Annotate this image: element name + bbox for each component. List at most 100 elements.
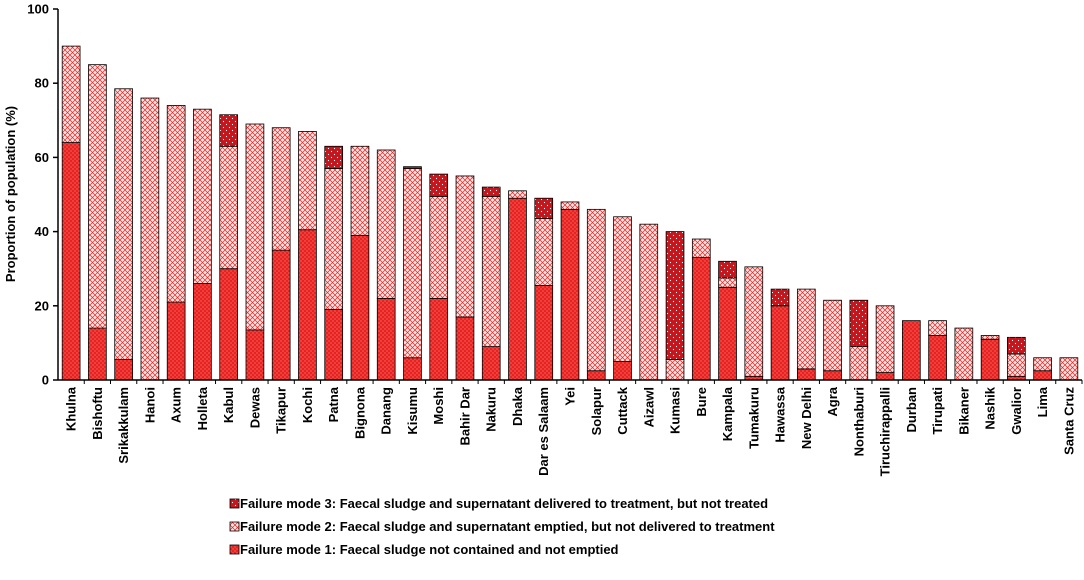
bar-segment-fm1-new-delhi [796, 368, 816, 381]
legend-label: Failure mode 1: Faecal sludge not contai… [240, 542, 619, 557]
bar-segment-fm3-kisumu [403, 166, 422, 169]
bar-segment-fm2-kisumu [403, 168, 422, 359]
bar-segment-fm2-gwalior [1007, 353, 1026, 377]
x-tick-label: Khulna [64, 386, 79, 431]
bar-segment-fm1-dar-es-salaam [534, 284, 554, 381]
legend-swatch [229, 498, 240, 509]
x-tick-label: Srikakkulam [116, 387, 131, 464]
bar-segment-fm2-santa-cruz [1059, 357, 1079, 381]
x-tick-label: Patna [326, 386, 341, 422]
bar-segment-fm2-cuttack [613, 216, 632, 362]
bar-segment-fm2-agra [823, 299, 842, 372]
bar-segment-fm2-kampala [718, 277, 737, 288]
bar-segment-fm1-patna [324, 309, 344, 381]
bars-layer [61, 45, 1079, 381]
legend-swatch [229, 521, 240, 532]
bar-segment-fm1-durban [902, 320, 921, 381]
x-ticks-layer: Khulna Bishoftu Srikakkulam Hanoi Axum Hollet… [64, 380, 1083, 476]
bar-segment-fm1-axum [166, 301, 186, 381]
x-tick-label: Agra [825, 386, 840, 416]
x-tick-label: Gwalior [1009, 387, 1024, 435]
bar-segment-fm2-bikaner [954, 327, 974, 381]
bar-segment-fm2-dhaka [508, 190, 527, 199]
bar-segment-fm2-patna [324, 168, 344, 310]
bar-segment-fm1-lima [1033, 370, 1052, 381]
bar-segment-fm1-tikapur [271, 249, 291, 381]
x-tick-label: Bikaner [956, 387, 971, 435]
bar-segment-fm2-holleta [193, 108, 212, 284]
bar-segment-fm1-hawassa [770, 305, 790, 381]
bar-segment-fm3-dar-es-salaam [534, 197, 554, 220]
bar-segment-fm2-bignona [350, 145, 370, 236]
bar-segment-fm1-solapur [586, 370, 606, 381]
bar-segment-fm1-agra [823, 370, 842, 381]
bar-segment-fm2-hanoi [140, 97, 160, 381]
bar-segment-fm1-yei [560, 208, 580, 381]
bar-segment-fm1-cuttack [613, 361, 632, 381]
bar-segment-fm1-bure [691, 257, 711, 381]
x-tick-label: Hawassa [773, 386, 788, 442]
bar-segment-fm3-nonthaburi [849, 299, 869, 348]
bar-segment-fm2-yei [560, 201, 580, 210]
bar-segment-fm3-hawassa [770, 288, 790, 307]
bar-segment-fm2-solapur [586, 208, 606, 372]
bar-segment-fm2-nashik [980, 335, 1000, 340]
legend-label: Failure mode 3: Faecal sludge and supern… [240, 496, 768, 511]
x-tick-label: New Delhi [799, 387, 814, 449]
bar-segment-fm2-tumakuru [744, 266, 764, 377]
bar-segment-fm1-khulna [61, 142, 81, 381]
x-tick-label: Cuttack [615, 386, 630, 434]
bar-segment-fm1-dhaka [508, 197, 527, 381]
bar-segment-fm2-tikapur [271, 127, 291, 251]
y-tick-label: 20 [35, 298, 49, 313]
bar-segment-fm1-kisumu [403, 357, 422, 381]
x-tick-label: Kisumu [405, 387, 420, 435]
x-tick-label: Kumasi [668, 387, 683, 434]
bar-segment-fm3-kumasi [665, 231, 685, 360]
bar-segment-fm2-danang [376, 149, 396, 299]
x-tick-label: Solapur [589, 387, 604, 435]
bar-segment-fm2-kabul [219, 145, 238, 270]
bar-segment-fm1-bishoftu [88, 327, 107, 381]
y-axis-title: Proportion of population (%) [3, 106, 18, 282]
x-tick-label: Hanoi [142, 387, 157, 423]
x-tick-label: Nashik [983, 386, 998, 429]
bar-segment-fm2-bahir-dar [455, 175, 475, 318]
bar-segment-fm1-holleta [193, 283, 212, 381]
y-ticks-layer: 0 20 40 60 80 100 [27, 2, 58, 388]
bar-segment-fm3-gwalior [1007, 336, 1026, 355]
y-tick-label: 80 [35, 76, 49, 91]
legend: Failure mode 3: Faecal sludge and supern… [229, 496, 775, 557]
bar-segment-fm3-patna [324, 145, 344, 169]
bar-segment-fm1-tiruchirappalli [875, 372, 895, 381]
x-tick-label: Tirupati [930, 387, 945, 434]
x-tick-label: Yei [563, 387, 578, 406]
x-tick-label: Tikapur [274, 387, 289, 434]
bar-segment-fm3-kampala [718, 260, 737, 279]
legend-label: Failure mode 2: Faecal sludge and supern… [240, 519, 775, 534]
bar-segment-fm2-tirupati [928, 320, 947, 336]
bar-segment-fm1-tirupati [928, 335, 947, 381]
x-tick-label: Durban [904, 387, 919, 433]
bar-segment-fm2-bishoftu [88, 64, 107, 329]
bar-segment-fm1-bignona [350, 234, 370, 381]
bar-segment-fm2-axum [166, 105, 186, 303]
legend-swatch [229, 544, 240, 555]
bar-segment-fm2-moshi [429, 195, 449, 299]
y-tick-label: 40 [35, 224, 49, 239]
x-tick-label: Lima [1035, 386, 1050, 417]
x-tick-label: Tiruchirappalli [878, 387, 893, 476]
bar-segment-fm1-bahir-dar [455, 316, 475, 381]
x-tick-label: Santa Cruz [1061, 387, 1076, 455]
bar-segment-fm1-moshi [429, 297, 449, 381]
bar-segment-fm2-dewas [245, 123, 265, 331]
bar-segment-fm3-moshi [429, 173, 449, 197]
bar-segment-fm2-nonthaburi [849, 346, 869, 381]
x-tick-label: Danang [379, 387, 394, 435]
x-tick-label: Nonthaburi [851, 387, 866, 456]
bar-segment-fm2-srikakkulam [114, 88, 133, 360]
bar-segment-fm1-kabul [219, 268, 238, 381]
bar-segment-fm1-srikakkulam [114, 359, 133, 381]
bar-segment-fm2-tiruchirappalli [875, 305, 895, 373]
